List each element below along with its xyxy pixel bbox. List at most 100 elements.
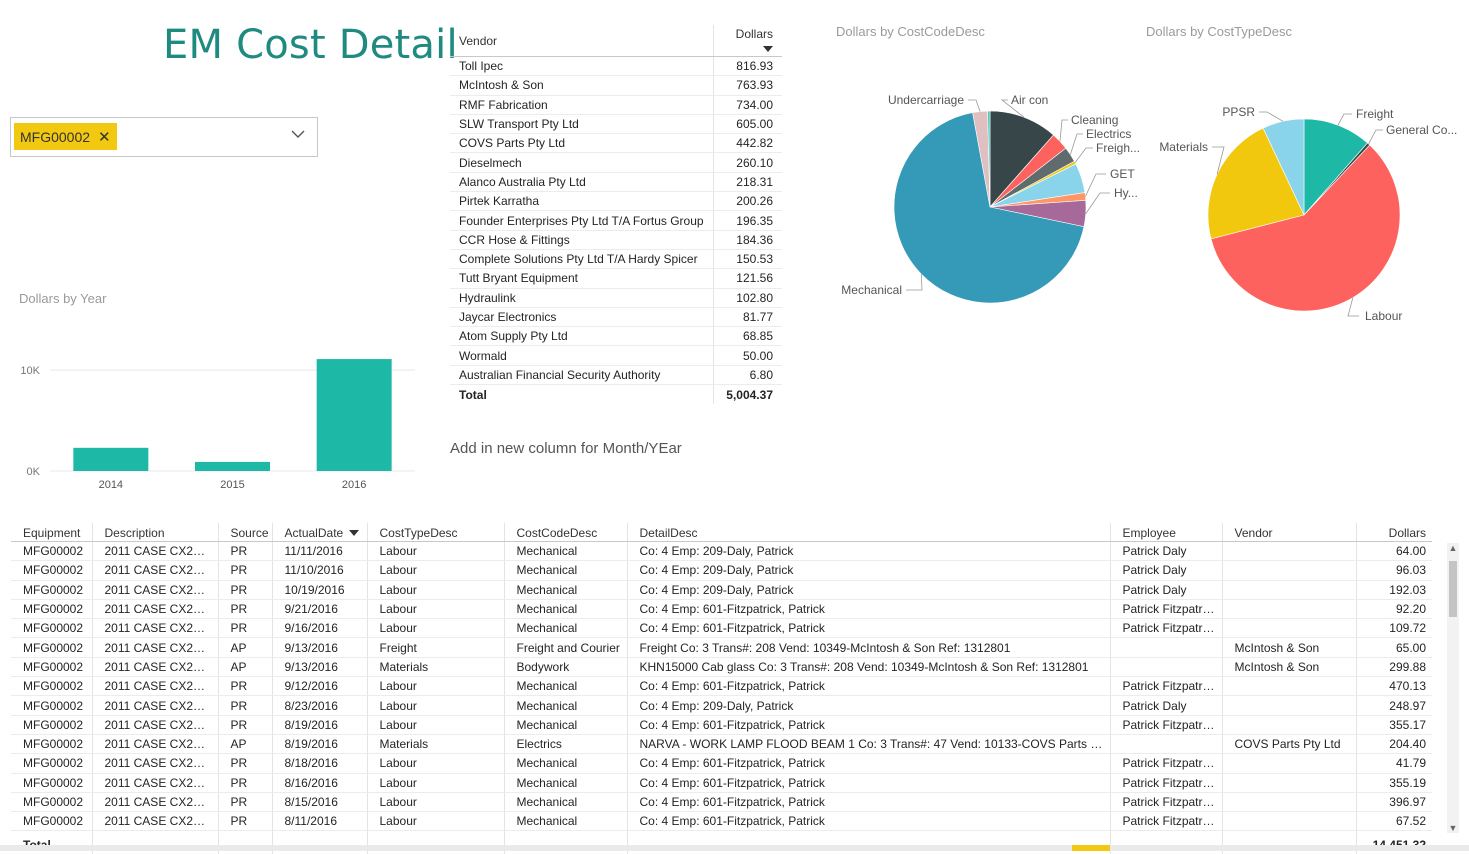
vendor-name-cell: McIntosh & Son [450, 75, 714, 96]
scroll-up-icon[interactable]: ▲ [1448, 543, 1458, 553]
pie-slice[interactable] [893, 112, 1085, 304]
active-page-tab[interactable] [1072, 845, 1110, 851]
detail-table: Equipment Description Source ActualDate Cost… [11, 523, 1432, 854]
detail-cell-costcodedesc: Mechanical [503, 715, 627, 735]
scroll-down-icon[interactable]: ▼ [1448, 823, 1458, 833]
vendor-dollars-cell: 50.00 [712, 345, 782, 366]
detail-cell-vendor: McIntosh & Son [1221, 637, 1356, 658]
chevron-down-icon[interactable] [291, 126, 305, 142]
detail-cell-detaildesc: Co: 4 Emp: 601-Fitzpatrick, Patrick [626, 676, 1110, 697]
selected-filter-chip[interactable]: MFG00002 ✕ [14, 123, 117, 150]
x-tick-label: 2016 [342, 479, 366, 491]
detail-header-label: ActualDate [284, 525, 344, 540]
detail-header-vendor[interactable]: Vendor [1221, 523, 1356, 542]
detail-row: MFG00002 2011 CASE CX210... PR 11/11/2016 La… [11, 541, 1432, 562]
detail-cell-costcodedesc: Mechanical [503, 676, 627, 697]
vendor-name-cell: Founder Enterprises Pty Ltd T/A Fortus G… [450, 210, 714, 231]
detail-header-label: Employee [1122, 525, 1176, 540]
vendor-name-cell: Dieselmech [450, 152, 714, 173]
detail-header-label: CostTypeDesc [379, 525, 458, 540]
vendor-table-header: Vendor Dollars [450, 25, 782, 57]
slice-label: GET [1110, 167, 1135, 181]
detail-cell-actualdate: 11/11/2016 [271, 541, 367, 562]
detail-header-source[interactable]: Source [217, 523, 272, 542]
x-tick-label: 2015 [220, 479, 244, 491]
detail-header-equipment[interactable]: Equipment [11, 523, 92, 542]
detail-cell-costcodedesc: Mechanical [503, 580, 627, 600]
detail-header-description[interactable]: Description [91, 523, 218, 542]
dollars-header-label: Dollars [735, 27, 773, 41]
detail-cell-actualdate: 9/21/2016 [271, 599, 367, 620]
equipment-slicer[interactable]: MFG00002 ✕ [10, 117, 318, 157]
detail-header-costcodedesc[interactable]: CostCodeDesc [503, 523, 627, 542]
vendor-row: Pirtek Karratha 200.26 [450, 191, 782, 212]
detail-cell-dollars: 96.03 [1355, 560, 1432, 581]
detail-cell-employee: Patrick Daly [1109, 580, 1222, 600]
detail-cell-costtypedesc: Labour [366, 618, 504, 639]
vendor-column-header[interactable]: Vendor [450, 25, 714, 57]
detail-cell-costcodedesc: Electrics [503, 734, 627, 755]
remove-filter-icon[interactable]: ✕ [98, 128, 111, 146]
pie-slice[interactable] [989, 110, 1054, 208]
vendor-dollars-cell: 150.53 [712, 249, 782, 270]
detail-cell-source: PR [217, 541, 272, 562]
detail-cell-detaildesc: Co: 4 Emp: 601-Fitzpatrick, Patrick [626, 715, 1110, 735]
detail-cell-detaildesc: Co: 4 Emp: 209-Daly, Patrick [626, 695, 1110, 716]
slice-label: General Co... [1386, 123, 1457, 137]
detail-cell-description: 2011 CASE CX210... [91, 657, 218, 678]
detail-cell-actualdate: 9/12/2016 [271, 676, 367, 697]
detail-header-actualdate[interactable]: ActualDate [271, 523, 367, 542]
detail-header-employee[interactable]: Employee [1109, 523, 1222, 542]
detail-header-dollars[interactable]: Dollars [1355, 523, 1432, 542]
detail-cell-dollars: 41.79 [1355, 753, 1432, 774]
detail-cell-equipment: MFG00002 [11, 734, 92, 755]
vendor-row: Atom Supply Pty Ltd 68.85 [450, 326, 782, 347]
detail-cell-source: PR [217, 676, 272, 697]
detail-cell-vendor [1221, 618, 1356, 639]
pie-slice[interactable] [1210, 144, 1401, 312]
vendor-row: McIntosh & Son 763.93 [450, 75, 782, 96]
detail-cell-equipment: MFG00002 [11, 753, 92, 774]
detail-cell-source: PR [217, 695, 272, 716]
vendor-row: SLW Transport Pty Ltd 605.00 [450, 114, 782, 135]
detail-cell-detaildesc: Co: 4 Emp: 209-Daly, Patrick [626, 560, 1110, 581]
vendor-name-cell: Jaycar Electronics [450, 307, 714, 328]
vendor-row: Wormald 50.00 [450, 345, 782, 366]
detail-header-label: DetailDesc [639, 525, 698, 540]
detail-header-label: Description [104, 525, 165, 540]
detail-cell-employee [1109, 657, 1222, 678]
vendor-name-cell: RMF Fabrication [450, 95, 714, 115]
scroll-thumb[interactable] [1449, 561, 1457, 617]
detail-cell-source: AP [217, 637, 272, 658]
vendor-table: Vendor Dollars Toll Ipec 816.93 McIntosh &… [450, 25, 782, 405]
sort-descending-icon [763, 45, 773, 52]
detail-cell-costcodedesc: Bodywork [503, 657, 627, 678]
vendor-dollars-cell: 816.93 [712, 56, 782, 77]
detail-cell-costcodedesc: Mechanical [503, 618, 627, 639]
leader-line [1368, 129, 1383, 145]
detail-cell-employee [1109, 637, 1222, 658]
slice-label: Hy... [1114, 186, 1138, 200]
detail-cell-employee: Patrick Daly [1109, 560, 1222, 581]
detail-table-scrollbar[interactable]: ▲ ▼ [1447, 543, 1459, 833]
detail-cell-costtypedesc: Labour [366, 676, 504, 697]
bar-2014[interactable] [73, 447, 149, 471]
pie-slice[interactable] [1303, 118, 1368, 216]
detail-cell-vendor [1221, 560, 1356, 581]
pie-slice[interactable] [1207, 127, 1305, 240]
detail-cell-costtypedesc: Labour [366, 541, 504, 562]
bar-2015[interactable] [195, 461, 270, 471]
detail-cell-vendor [1221, 599, 1356, 620]
leader-line [1059, 119, 1068, 142]
detail-header-detaildesc[interactable]: DetailDesc [626, 523, 1110, 542]
y-tick-label: 10K [20, 365, 40, 377]
detail-header-costtypedesc[interactable]: CostTypeDesc [366, 523, 504, 542]
pie-slice[interactable] [987, 110, 991, 208]
bar-2016[interactable] [316, 359, 392, 471]
detail-header-label: CostCodeDesc [516, 525, 598, 540]
detail-cell-source: PR [217, 792, 272, 813]
dollars-column-header[interactable]: Dollars [712, 25, 782, 57]
detail-cell-equipment: MFG00002 [11, 580, 92, 600]
detail-cell-employee: Patrick Fitzpatrick [1109, 676, 1222, 697]
detail-row: MFG00002 2011 CASE CX210... PR 10/19/2016 La… [11, 580, 1432, 600]
